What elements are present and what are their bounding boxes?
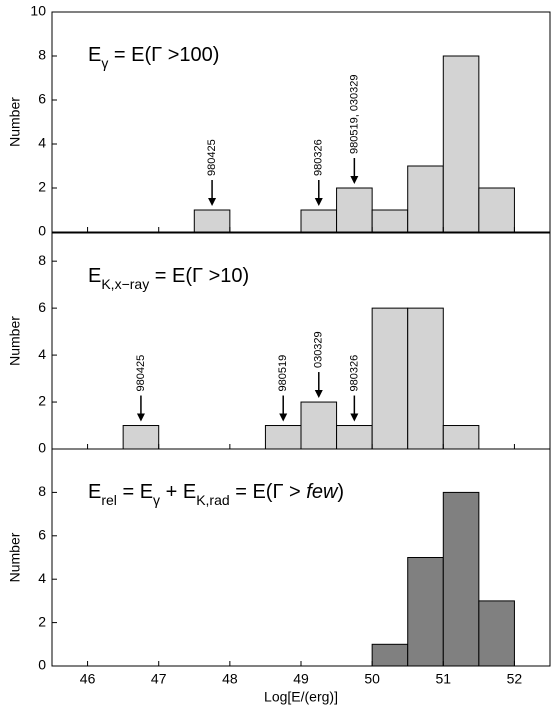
y-tick-label: 4 <box>38 135 46 151</box>
title-part: ) <box>337 481 344 503</box>
y-tick-label: 2 <box>38 393 46 409</box>
title-part: = E(Γ > <box>230 481 307 503</box>
annotation: 980326 <box>348 355 360 392</box>
x-tick-label: 50 <box>364 671 380 687</box>
annotation: 980425 <box>135 355 147 392</box>
arrow-head <box>350 176 359 184</box>
annotation: 030329 <box>313 331 325 368</box>
title-part: γ <box>101 55 108 71</box>
title-part: K,x−ray <box>101 276 149 292</box>
y-tick-label: 4 <box>38 570 46 586</box>
annotation: 980425 <box>206 139 218 176</box>
arrow-head <box>314 198 323 206</box>
y-tick-label: 6 <box>38 527 46 543</box>
annotation: 980326 <box>313 139 325 176</box>
y-tick-label: 0 <box>38 440 46 456</box>
panel-title: Eγ = E(Γ >100) <box>88 44 219 70</box>
x-tick-label: 48 <box>222 671 238 687</box>
bar <box>442 425 480 450</box>
bar <box>442 491 480 667</box>
y-tick-label: 4 <box>38 346 46 362</box>
title-part: γ <box>153 492 160 508</box>
title-part: E <box>88 265 101 287</box>
panel-title: Erel = Eγ + EK,rad = E(Γ > few) <box>88 481 344 507</box>
y-axis-label: Number <box>7 97 23 147</box>
x-tick-label: 49 <box>293 671 309 687</box>
y-tick-label: 0 <box>38 223 46 239</box>
y-tick-label: 10 <box>30 3 46 19</box>
bar <box>371 307 409 450</box>
bar <box>371 209 409 233</box>
bar <box>407 165 444 233</box>
bar <box>478 187 515 233</box>
bar <box>300 209 338 233</box>
title-part: E <box>88 44 101 66</box>
bar <box>193 209 231 233</box>
x-tick-label: 47 <box>151 671 167 687</box>
title-part: = E <box>117 481 153 503</box>
y-tick-label: 8 <box>38 483 46 499</box>
bar <box>300 401 338 450</box>
arrow-head <box>279 413 288 422</box>
bar <box>407 557 444 667</box>
arrow-head <box>136 413 145 422</box>
title-part: = E(Γ >100) <box>108 44 219 66</box>
title-part: rel <box>101 492 117 508</box>
annotation: 980519 <box>277 355 289 392</box>
y-tick-label: 8 <box>38 252 46 268</box>
y-tick-label: 0 <box>38 657 46 673</box>
y-tick-label: 2 <box>38 613 46 629</box>
x-tick-label: 46 <box>80 671 96 687</box>
bar <box>264 425 302 450</box>
title-part: K,rad <box>196 492 229 508</box>
title-part: E <box>88 481 101 503</box>
x-axis-label: Log[E/(erg)] <box>264 689 338 705</box>
bar <box>371 643 409 667</box>
panel-title: EK,x−ray = E(Γ >10) <box>88 265 249 291</box>
bar <box>336 425 373 450</box>
x-tick-label: 52 <box>507 671 523 687</box>
y-tick-label: 6 <box>38 299 46 315</box>
bar <box>407 307 444 450</box>
bar <box>478 600 515 667</box>
x-tick-label: 51 <box>435 671 451 687</box>
arrow-head <box>314 390 323 399</box>
y-tick-label: 6 <box>38 91 46 107</box>
bar <box>122 425 160 450</box>
y-tick-label: 8 <box>38 47 46 63</box>
arrow-head <box>350 413 359 422</box>
y-axis-label: Number <box>7 532 23 582</box>
arrow-head <box>208 198 217 206</box>
annotation: 980519, 030329 <box>348 74 360 154</box>
bar <box>442 55 480 233</box>
title-part: few <box>306 481 339 503</box>
y-axis-label: Number <box>7 316 23 366</box>
bar <box>336 187 373 233</box>
y-tick-label: 2 <box>38 179 46 195</box>
title-part: + E <box>160 481 196 503</box>
title-part: = E(Γ >10) <box>149 265 249 287</box>
